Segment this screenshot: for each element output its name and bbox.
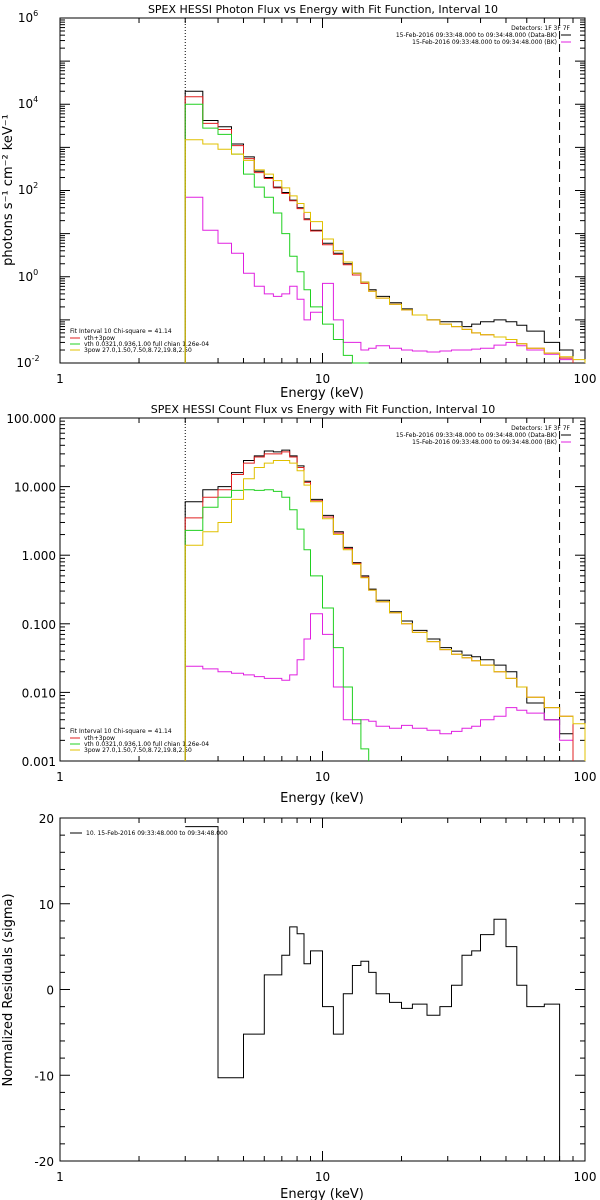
panel1-legend-top: Detectors: 1F 3F 7F 15-Feb-2016 09:33:48… — [396, 25, 571, 46]
series-3pow — [184, 460, 586, 761]
series-vth — [184, 489, 370, 761]
y-tick-label: 0.001 — [22, 755, 56, 769]
legend-vth-3pow: vth+3pow — [84, 735, 115, 742]
panel1-ytick-labels: 10-2 100 102 104 106 — [16, 9, 39, 370]
x-tick-label: 1 — [56, 1170, 64, 1184]
x-tick-label: 10 — [315, 372, 330, 386]
panel3-legend: 10. 15-Feb-2016 09:33:48.000 to 09:34:48… — [70, 830, 228, 837]
series-10-15-feb-2016-09-33-48-000-to-09-34-48-000 — [185, 826, 561, 1161]
legend-vth-3pow: vth+3pow — [84, 335, 115, 342]
y-tick-label: 106 — [18, 9, 38, 25]
series-vth — [184, 103, 369, 364]
series-3pow — [184, 139, 586, 363]
y-tick-label: 100.000 — [6, 412, 56, 426]
panel2-legend-top: Detectors: 1F 3F 7F 15-Feb-2016 09:33:48… — [396, 425, 571, 446]
panel2-legend-bottom: Fit Interval 10 Chi-square = 41.14 vth+3… — [70, 728, 209, 754]
panel1-title: SPEX HESSI Photon Flux vs Energy with Fi… — [148, 3, 498, 16]
legend-data-bk: 15-Feb-2016 09:33:48.000 to 09:34:48.000… — [396, 432, 557, 439]
count-flux-panel: SPEX HESSI Count Flux vs Energy with Fit… — [6, 403, 596, 806]
legend-bk: 15-Feb-2016 09:33:48.000 to 09:34:48.000… — [412, 439, 557, 446]
x-tick-label: 100 — [574, 770, 597, 784]
series-data-bk — [184, 449, 574, 761]
panel3-xlabel: Energy (keV) — [280, 1187, 364, 1200]
y-tick-label: 100 — [18, 268, 38, 284]
y-tick-label: 1.000 — [22, 549, 56, 563]
legend-vth: vth 0.0321,0.936,1.00 full chian 1.26e-0… — [84, 741, 209, 748]
y-tick-label: 10 — [39, 898, 54, 912]
x-tick-label: 100 — [574, 1170, 597, 1184]
legend-vth: vth 0.0321,0.936,1.00 full chian 1.26e-0… — [84, 341, 209, 348]
legend-3pow: 3pow 27.0,1.50,7.50,8.72,19.8,2.50 — [84, 747, 192, 754]
y-tick-label: 0 — [46, 984, 54, 998]
legend-detectors: Detectors: 1F 3F 7F — [511, 425, 570, 432]
y-tick-label: 20 — [39, 812, 54, 826]
panel2-title: SPEX HESSI Count Flux vs Energy with Fit… — [151, 403, 495, 416]
y-tick-label: -20 — [34, 1155, 54, 1169]
series-vth-3pow — [184, 96, 574, 363]
series-bk — [184, 613, 574, 761]
legend-fit-header: Fit Interval 10 Chi-square = 41.14 — [70, 728, 172, 735]
legend-detectors: Detectors: 1F 3F 7F — [511, 25, 570, 32]
y-tick-label: -10 — [34, 1069, 54, 1083]
y-tick-label: 102 — [18, 181, 38, 197]
x-tick-label: 1 — [56, 770, 64, 784]
panel2-xlabel: Energy (keV) — [280, 791, 364, 806]
x-tick-label: 100 — [574, 372, 597, 386]
y-tick-label: 10-2 — [16, 354, 39, 370]
series-data-bk — [184, 90, 574, 363]
panel1-ylabel: photons s⁻¹ cm⁻² keV⁻¹ — [1, 114, 16, 266]
panel1-xlabel: Energy (keV) — [280, 386, 364, 401]
legend-data-bk: 15-Feb-2016 09:33:48.000 to 09:34:48.000… — [396, 32, 557, 39]
panel3-ylabel: Normalized Residuals (sigma) — [1, 893, 16, 1086]
photon-flux-panel: SPEX HESSI Photon Flux vs Energy with Fi… — [1, 3, 596, 401]
y-tick-label: 0.010 — [22, 686, 56, 700]
y-tick-label: 0.100 — [22, 618, 56, 632]
x-tick-label: 10 — [315, 1170, 330, 1184]
series-bk — [184, 196, 574, 363]
residuals-panel: Normalized Residuals (sigma) Energy (keV… — [1, 812, 596, 1200]
legend-bk: 15-Feb-2016 09:33:48.000 to 09:34:48.000… — [412, 39, 557, 46]
legend-3pow: 3pow 27.0,1.50,7.50,8.72,19.8,2.50 — [84, 347, 192, 354]
legend-residuals: 10. 15-Feb-2016 09:33:48.000 to 09:34:48… — [86, 830, 228, 837]
y-tick-label: 104 — [18, 95, 38, 111]
x-tick-label: 10 — [315, 770, 330, 784]
legend-fit-header: Fit Interval 10 Chi-square = 41.14 — [70, 328, 172, 335]
x-tick-label: 1 — [56, 372, 64, 386]
y-tick-label: 10.000 — [14, 481, 56, 495]
panel1-legend-bottom: Fit Interval 10 Chi-square = 41.14 vth+3… — [70, 328, 209, 354]
